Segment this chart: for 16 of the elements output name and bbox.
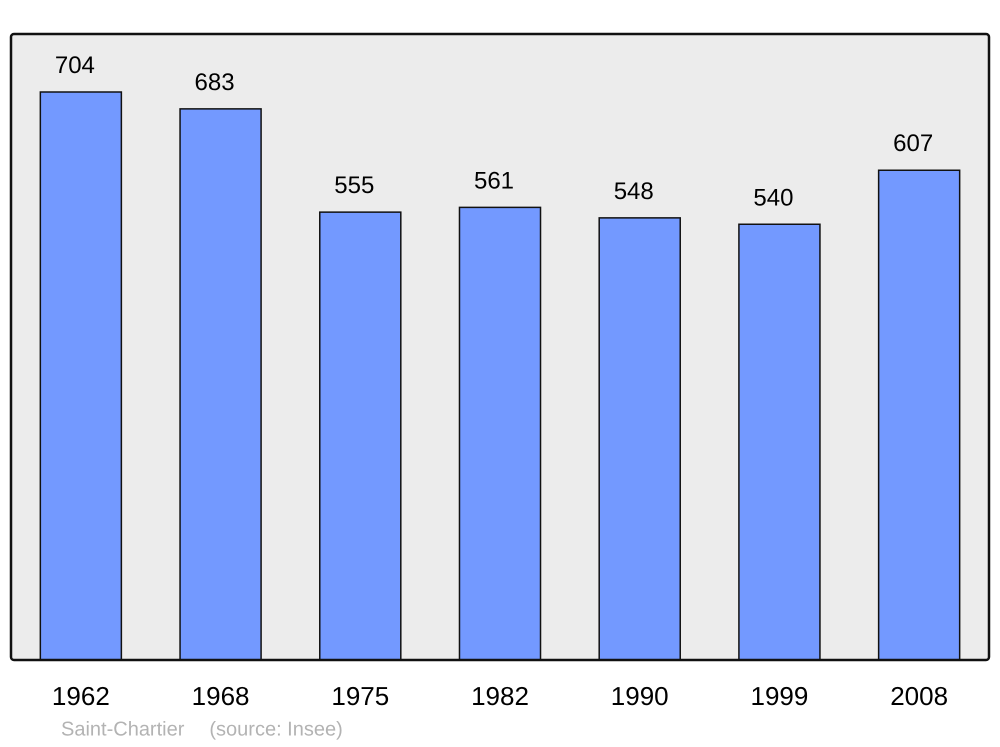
x-tick-label: 2008 [890,680,948,711]
x-tick-label: 1990 [610,680,669,711]
x-tick-label: 1962 [52,680,110,711]
x-tick-label: 1999 [750,680,808,711]
data-label: 561 [474,167,514,194]
data-label: 540 [753,184,794,212]
data-label: 548 [614,178,654,205]
data-label: 555 [334,172,374,200]
data-label: 683 [194,68,235,96]
text: Saint-Chartier [61,718,185,741]
x-tick-label: 1982 [471,680,529,711]
x-tick-label: 1975 [331,680,390,711]
data-label: 607 [893,130,934,158]
text: (source: Insee) [209,718,343,741]
data-label: 704 [54,52,95,79]
x-tick-label: 1968 [192,680,250,711]
